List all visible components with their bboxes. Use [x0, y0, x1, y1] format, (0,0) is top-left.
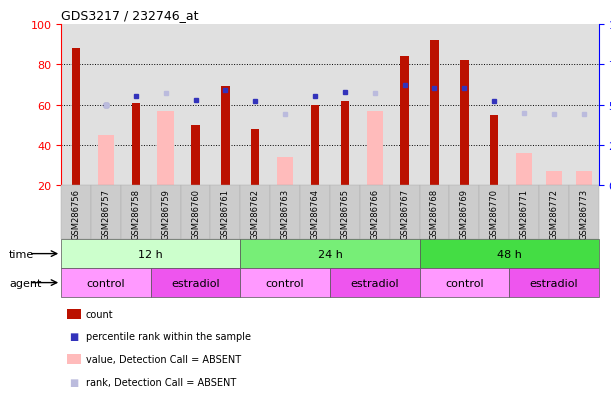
Text: estradiol: estradiol: [530, 278, 578, 288]
Bar: [490, 115, 499, 186]
Text: GSM286765: GSM286765: [340, 188, 349, 240]
Bar: [251, 130, 260, 186]
Bar: [569, 25, 599, 186]
Bar: [516, 154, 532, 186]
Bar: [546, 172, 562, 186]
Bar: [420, 25, 450, 186]
Text: GSM286763: GSM286763: [280, 188, 290, 240]
Bar: [240, 268, 330, 297]
Bar: [479, 186, 509, 240]
Bar: [367, 112, 383, 186]
Text: agent: agent: [9, 278, 42, 288]
Bar: [131, 103, 140, 186]
Bar: [151, 186, 181, 240]
Bar: [121, 186, 151, 240]
Bar: [400, 57, 409, 186]
Bar: [72, 49, 80, 186]
Bar: [509, 186, 539, 240]
Bar: [450, 186, 479, 240]
Bar: [300, 186, 330, 240]
Bar: [390, 25, 420, 186]
Bar: [210, 25, 240, 186]
Bar: [61, 240, 240, 268]
Bar: [210, 186, 240, 240]
Bar: [61, 186, 91, 240]
Text: GSM286767: GSM286767: [400, 188, 409, 240]
Text: time: time: [9, 249, 34, 259]
Bar: [311, 105, 319, 186]
Text: ■: ■: [69, 377, 79, 387]
Text: 12 h: 12 h: [138, 249, 163, 259]
Bar: [539, 25, 569, 186]
Text: GSM286760: GSM286760: [191, 188, 200, 240]
Bar: [270, 186, 300, 240]
Bar: [330, 25, 360, 186]
Bar: [539, 186, 569, 240]
Bar: [450, 25, 479, 186]
Text: GSM286771: GSM286771: [519, 188, 529, 240]
Bar: [360, 186, 390, 240]
Bar: [151, 268, 240, 297]
Text: control: control: [266, 278, 304, 288]
Text: percentile rank within the sample: percentile rank within the sample: [86, 332, 251, 342]
Bar: [61, 268, 151, 297]
Bar: [330, 268, 420, 297]
Text: GDS3217 / 232746_at: GDS3217 / 232746_at: [61, 9, 199, 22]
Text: GSM286766: GSM286766: [370, 188, 379, 240]
Bar: [360, 25, 390, 186]
Bar: [509, 268, 599, 297]
Bar: [430, 41, 439, 186]
Text: GSM286757: GSM286757: [101, 188, 111, 240]
Bar: [221, 87, 230, 186]
Text: GSM286773: GSM286773: [579, 188, 588, 240]
Text: GSM286756: GSM286756: [71, 188, 81, 240]
Text: GSM286764: GSM286764: [310, 188, 320, 240]
Bar: [240, 186, 270, 240]
Bar: [420, 186, 450, 240]
Bar: [191, 126, 200, 186]
Text: 24 h: 24 h: [318, 249, 342, 259]
Text: control: control: [87, 278, 125, 288]
Bar: [576, 172, 592, 186]
Bar: [121, 25, 151, 186]
Bar: [240, 240, 420, 268]
Bar: [181, 186, 210, 240]
Text: ■: ■: [69, 332, 79, 342]
Bar: [270, 25, 300, 186]
Bar: [91, 186, 121, 240]
Text: GSM286762: GSM286762: [251, 188, 260, 240]
Text: count: count: [86, 309, 113, 319]
Bar: [569, 186, 599, 240]
Text: value, Detection Call = ABSENT: value, Detection Call = ABSENT: [86, 354, 241, 364]
Bar: [277, 158, 293, 186]
Bar: [509, 25, 539, 186]
Text: control: control: [445, 278, 484, 288]
Text: GSM286770: GSM286770: [490, 188, 499, 240]
Bar: [300, 25, 330, 186]
Bar: [460, 61, 469, 186]
Bar: [240, 25, 270, 186]
Bar: [158, 112, 174, 186]
Text: rank, Detection Call = ABSENT: rank, Detection Call = ABSENT: [86, 377, 236, 387]
Bar: [181, 25, 210, 186]
Text: GSM286772: GSM286772: [549, 188, 558, 240]
Text: GSM286761: GSM286761: [221, 188, 230, 240]
Text: estradiol: estradiol: [171, 278, 220, 288]
Text: estradiol: estradiol: [351, 278, 399, 288]
Bar: [479, 25, 509, 186]
Bar: [341, 101, 349, 186]
Bar: [91, 25, 121, 186]
Text: 48 h: 48 h: [497, 249, 522, 259]
Bar: [61, 25, 91, 186]
Bar: [151, 25, 181, 186]
Bar: [390, 186, 420, 240]
Text: GSM286768: GSM286768: [430, 188, 439, 240]
Bar: [330, 186, 360, 240]
Bar: [420, 268, 509, 297]
Text: GSM286769: GSM286769: [460, 188, 469, 240]
Bar: [98, 135, 114, 186]
Text: GSM286759: GSM286759: [161, 188, 170, 239]
Text: GSM286758: GSM286758: [131, 188, 141, 240]
Bar: [420, 240, 599, 268]
